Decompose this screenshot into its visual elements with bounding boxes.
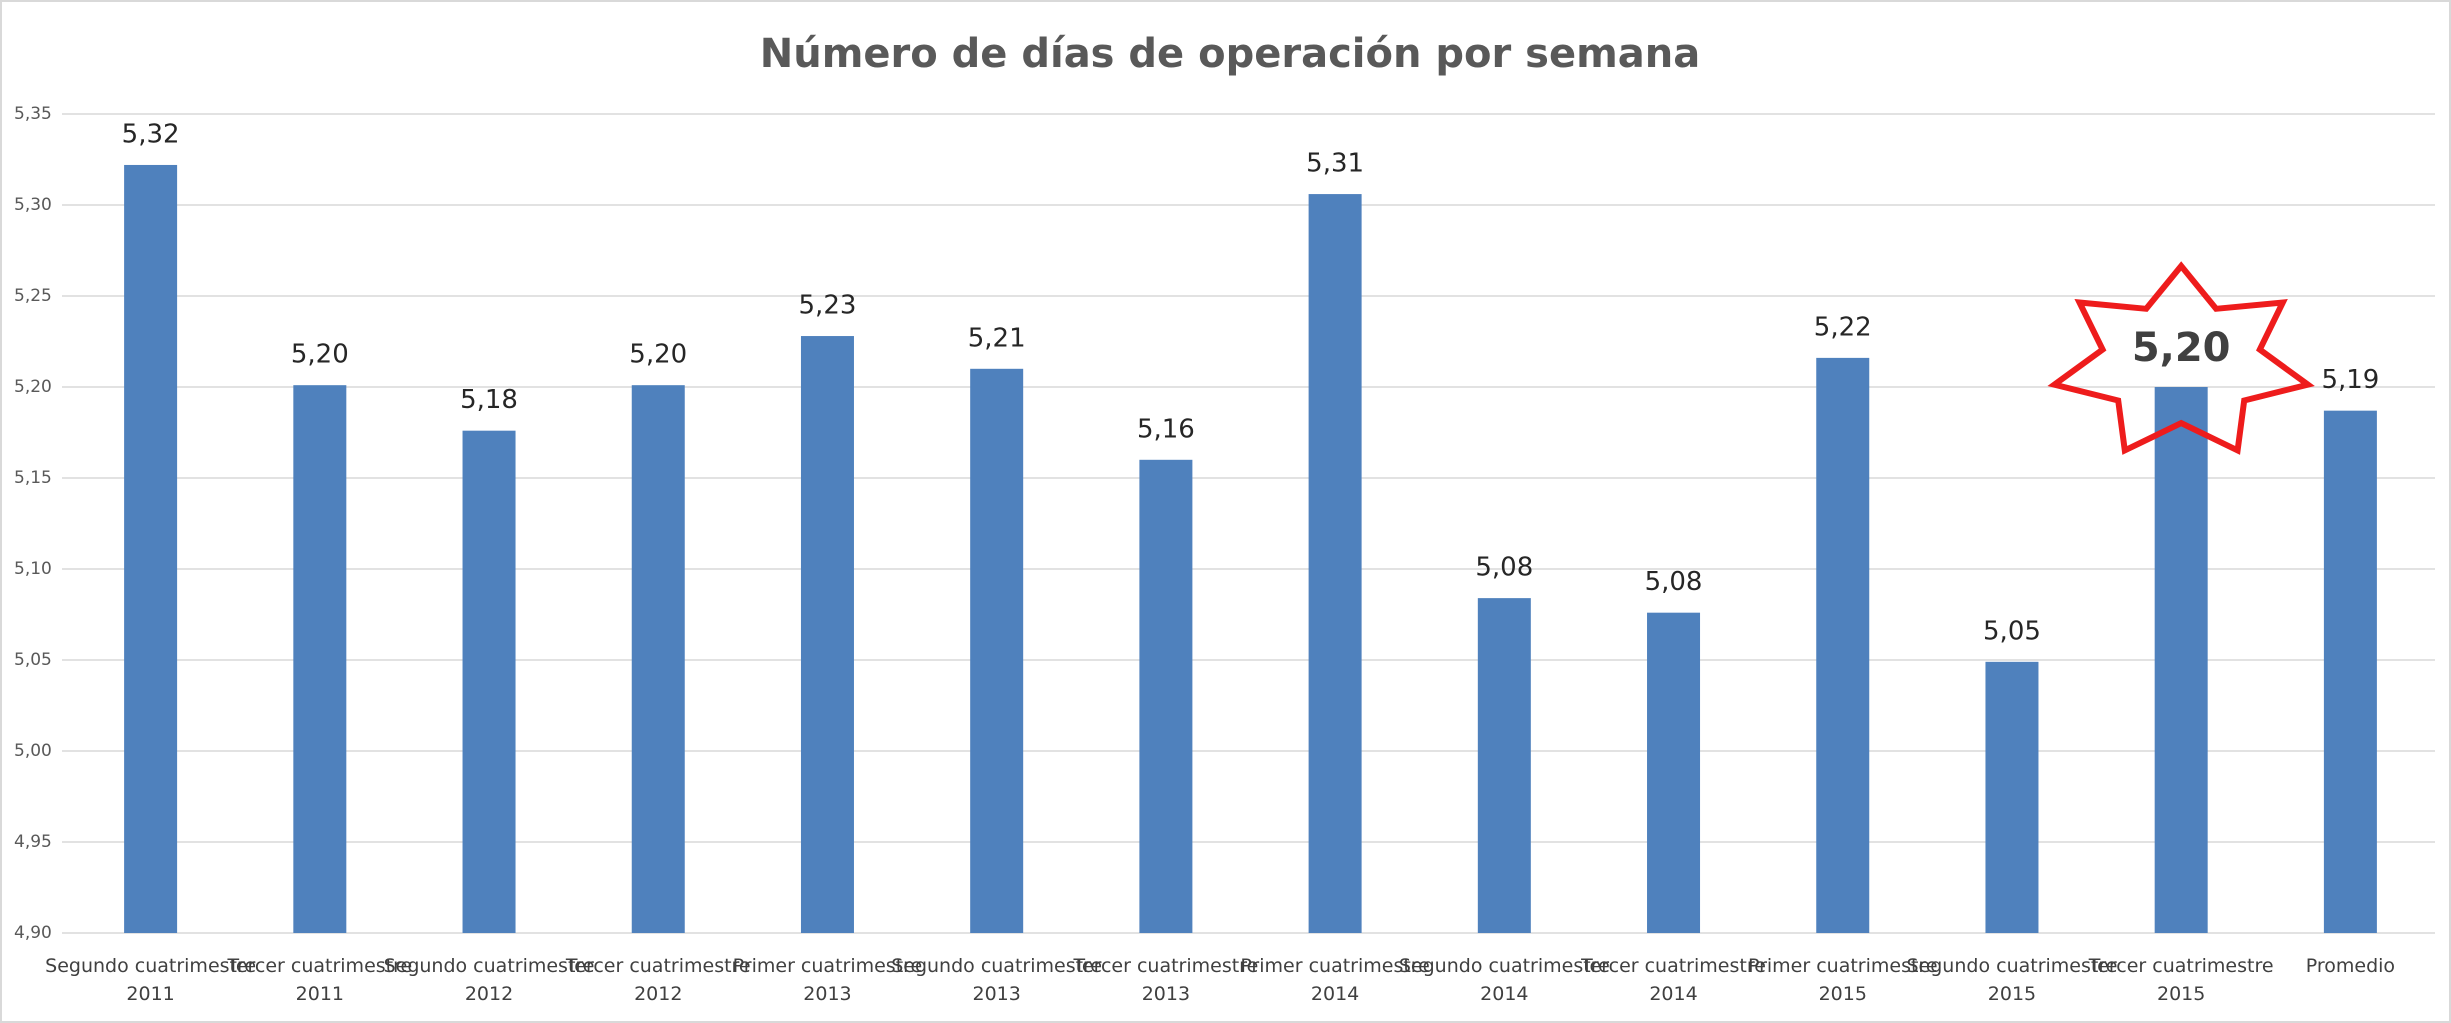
y-tick-label: 4,95	[14, 832, 52, 852]
x-tick-label: Tercer cuatrimestre 2014	[1580, 955, 1766, 1005]
x-tick-label: Tercer cuatrimestre 2012	[565, 955, 751, 1005]
y-tick-label: 4,90	[14, 923, 52, 943]
x-tick-label: Primer cuatrimestre 2013	[733, 955, 923, 1005]
x-tick-label: Primer cuatrimestre 2015	[1748, 955, 1938, 1005]
bar	[970, 368, 1024, 933]
value-label: 5,18	[460, 385, 518, 415]
bar	[293, 385, 347, 933]
bar	[631, 385, 685, 933]
value-label: 5,22	[1814, 312, 1872, 342]
x-tick-label: Tercer cuatrimestre 2013	[1073, 955, 1259, 1005]
x-tick-label: Segundo cuatrimestre 2013	[891, 955, 1102, 1005]
bar	[2154, 387, 2208, 933]
value-label: 5,23	[799, 291, 857, 321]
chart-title: Número de días de operación por semana	[760, 31, 1700, 77]
y-tick-label: 5,15	[14, 468, 52, 488]
y-tick-label: 5,20	[14, 377, 52, 397]
value-label: 5,08	[1475, 553, 1533, 583]
y-tick-label: 5,25	[14, 286, 52, 306]
bar	[1477, 598, 1531, 933]
x-tick-label: Segundo cuatrimestre 2015	[1907, 955, 2118, 1005]
bar	[1308, 194, 1362, 933]
value-label: 5,20	[629, 340, 687, 370]
bar	[124, 164, 178, 933]
value-label: 5,21	[968, 323, 1026, 353]
x-tick-label: Segundo cuatrimestre 2012	[384, 955, 595, 1005]
highlight-star	[2047, 261, 2315, 455]
value-label: 5,05	[1983, 616, 2041, 646]
bar	[1139, 459, 1193, 933]
value-label: 5,20	[2132, 325, 2231, 371]
value-label: 5,16	[1137, 414, 1195, 444]
value-label: 5,19	[2321, 365, 2379, 395]
bar	[800, 336, 854, 933]
value-label: 5,32	[122, 119, 180, 149]
x-tick-label: Segundo cuatrimestre 2011	[45, 955, 256, 1005]
y-tick-label: 5,35	[14, 104, 52, 124]
value-label: 5,08	[1645, 567, 1703, 597]
y-tick-label: 5,05	[14, 650, 52, 670]
bar	[462, 430, 516, 933]
x-tick-label: Segundo cuatrimestre 2014	[1399, 955, 1610, 1005]
x-tick-label: Primer cuatrimestre 2014	[1240, 955, 1430, 1005]
x-tick-label: Promedio	[2306, 955, 2395, 977]
bar	[1816, 357, 1870, 933]
value-label: 5,20	[291, 340, 349, 370]
bar	[2323, 410, 2377, 933]
x-tick-label: Tercer cuatrimestre 2011	[226, 955, 412, 1005]
value-label: 5,31	[1306, 149, 1364, 179]
y-tick-label: 5,00	[14, 741, 52, 761]
y-tick-label: 5,10	[14, 559, 52, 579]
bar	[1985, 661, 2039, 933]
y-tick-label: 5,30	[14, 195, 52, 215]
x-tick-label: Tercer cuatrimestre 2015	[2088, 955, 2274, 1005]
bar	[1647, 612, 1701, 933]
